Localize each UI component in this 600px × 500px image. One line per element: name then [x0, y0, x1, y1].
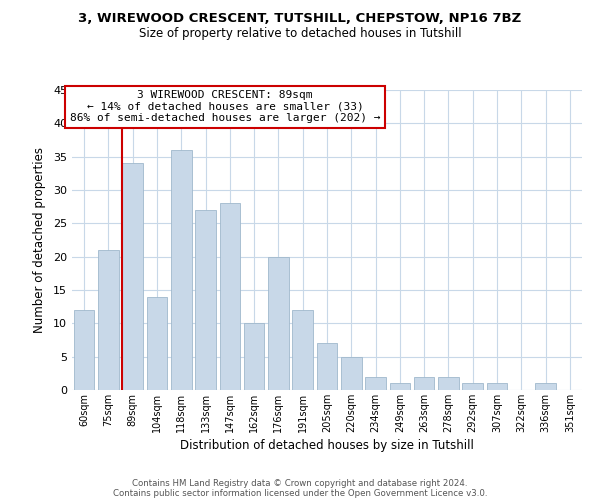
Bar	[365, 376, 386, 390]
Bar	[244, 324, 265, 390]
Bar	[268, 256, 289, 390]
Bar	[146, 296, 167, 390]
Bar	[389, 384, 410, 390]
Bar	[317, 344, 337, 390]
Bar	[122, 164, 143, 390]
Text: Size of property relative to detached houses in Tutshill: Size of property relative to detached ho…	[139, 28, 461, 40]
Bar	[438, 376, 459, 390]
Bar	[220, 204, 240, 390]
Bar	[74, 310, 94, 390]
Bar	[487, 384, 508, 390]
Text: 3 WIREWOOD CRESCENT: 89sqm
← 14% of detached houses are smaller (33)
86% of semi: 3 WIREWOOD CRESCENT: 89sqm ← 14% of deta…	[70, 90, 380, 123]
Text: Contains HM Land Registry data © Crown copyright and database right 2024.: Contains HM Land Registry data © Crown c…	[132, 478, 468, 488]
Bar	[195, 210, 216, 390]
Text: Contains public sector information licensed under the Open Government Licence v3: Contains public sector information licen…	[113, 488, 487, 498]
Bar	[171, 150, 191, 390]
Bar	[98, 250, 119, 390]
X-axis label: Distribution of detached houses by size in Tutshill: Distribution of detached houses by size …	[180, 439, 474, 452]
Bar	[341, 356, 362, 390]
Bar	[292, 310, 313, 390]
Bar	[414, 376, 434, 390]
Y-axis label: Number of detached properties: Number of detached properties	[33, 147, 46, 333]
Bar	[463, 384, 483, 390]
Text: 3, WIREWOOD CRESCENT, TUTSHILL, CHEPSTOW, NP16 7BZ: 3, WIREWOOD CRESCENT, TUTSHILL, CHEPSTOW…	[79, 12, 521, 26]
Bar	[535, 384, 556, 390]
